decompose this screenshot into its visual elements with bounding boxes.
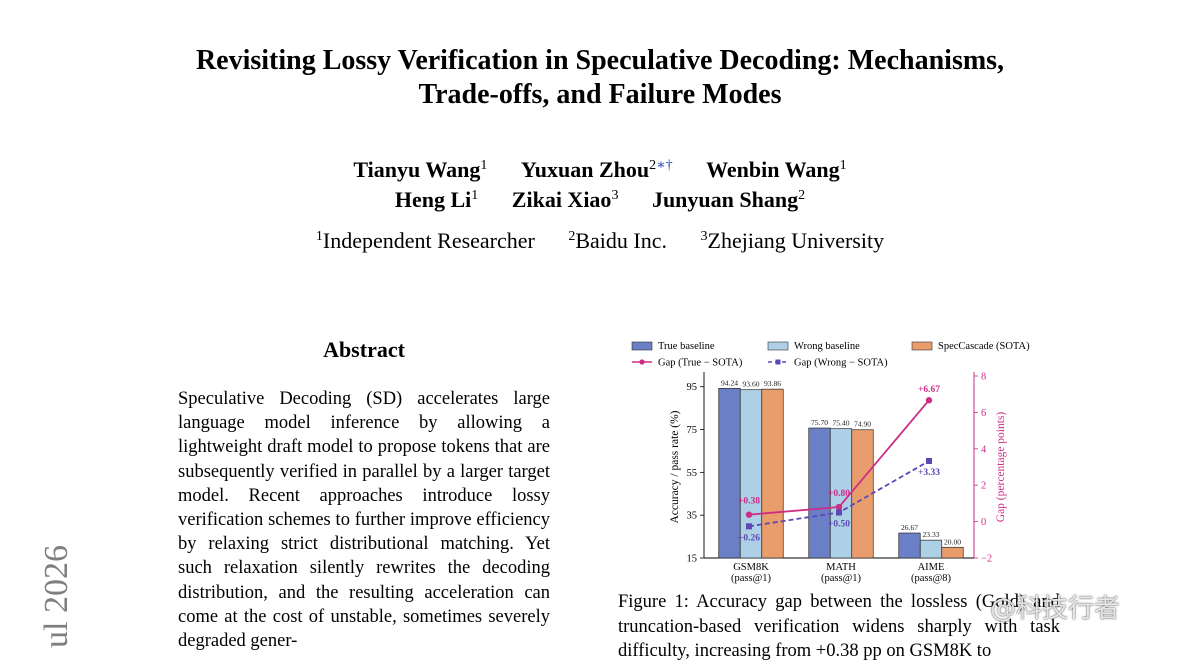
bar bbox=[898, 532, 921, 559]
watermark: @科技行者 bbox=[990, 594, 1121, 624]
legend-swatch bbox=[911, 341, 933, 351]
bar-value-label: 74.90 bbox=[854, 420, 871, 429]
abstract-heading: Abstract bbox=[323, 337, 405, 362]
bar bbox=[941, 546, 964, 559]
bar bbox=[851, 429, 874, 559]
abstract-text: Speculative Decoding (SD) accelerates la… bbox=[178, 389, 550, 652]
y-tick-label: 15 bbox=[687, 554, 698, 565]
paper-title: Revisiting Lossy Verification in Specula… bbox=[0, 44, 1200, 112]
title-line-2: Trade-offs, and Failure Modes bbox=[418, 79, 782, 110]
legend-label: Gap (True − SOTA) bbox=[658, 358, 743, 369]
author-row-1: Tianyu Wang1 Yuxuan Zhou2∗† Wenbin Wang1 bbox=[0, 155, 1200, 185]
bar bbox=[761, 388, 784, 559]
gap-value-label: +0.50 bbox=[828, 520, 850, 530]
gap-value-label: +6.67 bbox=[918, 385, 940, 395]
author-name: Tianyu Wang bbox=[353, 157, 481, 182]
author-footnote-mark[interactable]: ∗† bbox=[656, 158, 673, 173]
y2-tick-label: 2 bbox=[981, 481, 986, 492]
legend-marker bbox=[775, 359, 781, 365]
author-name: Heng Li bbox=[394, 187, 472, 212]
gap-value-label: −0.26 bbox=[738, 533, 760, 543]
y2-tick-label: 8 bbox=[981, 372, 986, 383]
author-affil-sup: 1 bbox=[839, 158, 847, 173]
bar-value-label: 75.70 bbox=[811, 418, 828, 427]
y-axis-title: Accuracy / pass rate (%) bbox=[669, 410, 681, 523]
legend-label: Gap (Wrong − SOTA) bbox=[794, 358, 888, 369]
y2-tick-label: −2 bbox=[981, 554, 992, 565]
y-tick-label: 75 bbox=[687, 425, 698, 436]
affiliation-sup: 3 bbox=[700, 229, 708, 244]
gap-point bbox=[836, 509, 842, 516]
y-tick-label: 35 bbox=[687, 511, 698, 522]
x-tick-sublabel: (pass@1) bbox=[731, 573, 771, 584]
affiliation: 2Baidu Inc. bbox=[568, 226, 667, 256]
author: Junyuan Shang2 bbox=[652, 185, 805, 215]
y2-tick-label: 6 bbox=[981, 408, 986, 419]
gap-point bbox=[746, 523, 752, 530]
legend-label: SpecCascade (SOTA) bbox=[938, 341, 1030, 352]
x-tick-label: AIME bbox=[918, 562, 945, 573]
y2-tick-label: 4 bbox=[981, 444, 987, 455]
bar-value-label: 75.40 bbox=[832, 419, 849, 428]
author-list: Tianyu Wang1 Yuxuan Zhou2∗† Wenbin Wang1… bbox=[0, 155, 1200, 215]
gap-point bbox=[925, 397, 933, 404]
affiliation-name: Baidu Inc. bbox=[575, 228, 668, 253]
legend-label: Wrong baseline bbox=[794, 341, 860, 352]
author: Wenbin Wang1 bbox=[706, 155, 847, 185]
y2-axis-title: Gap (percentage points) bbox=[995, 412, 1007, 523]
author-name: Zikai Xiao bbox=[511, 187, 612, 212]
title-line-1: Revisiting Lossy Verification in Specula… bbox=[195, 45, 1005, 76]
y-tick-label: 95 bbox=[687, 382, 698, 393]
author-affil-sup: 3 bbox=[611, 188, 619, 203]
affiliation: 3Zhejiang University bbox=[701, 226, 885, 256]
author-row-2: Heng Li1 Zikai Xiao3 Junyuan Shang2 bbox=[0, 185, 1200, 215]
gap-value-label: +0.38 bbox=[738, 497, 760, 507]
legend-marker bbox=[639, 359, 645, 365]
author-name: Wenbin Wang bbox=[706, 157, 840, 182]
x-tick-sublabel: (pass@1) bbox=[821, 573, 861, 584]
y2-tick-label: 0 bbox=[981, 517, 986, 528]
affiliation-name: Zhejiang University bbox=[707, 228, 885, 253]
affiliation-sup: 1 bbox=[315, 229, 323, 244]
bar-value-label: 20.00 bbox=[944, 537, 961, 546]
author: Tianyu Wang1 bbox=[353, 155, 487, 185]
x-tick-label: MATH bbox=[826, 562, 856, 573]
arxiv-side-stamp: ul 2026 bbox=[38, 545, 75, 648]
affiliation-list: 1Independent Researcher 2Baidu Inc. 3Zhe… bbox=[0, 226, 1200, 256]
author-name: Yuxuan Zhou bbox=[520, 157, 650, 182]
author-affil-sup: 2 bbox=[798, 188, 806, 203]
bar bbox=[919, 539, 943, 559]
gap-point bbox=[926, 457, 932, 464]
author-name: Junyuan Shang bbox=[651, 187, 799, 212]
bar-value-label: 26.67 bbox=[901, 523, 918, 532]
affiliation: 1Independent Researcher bbox=[316, 226, 535, 256]
x-tick-sublabel: (pass@8) bbox=[911, 573, 951, 584]
gap-value-label: +0.80 bbox=[828, 489, 850, 499]
gap-point bbox=[835, 503, 843, 511]
author-affil-sup: 2 bbox=[649, 158, 657, 173]
author-affil-sup: 1 bbox=[471, 188, 479, 203]
bar-value-label: 93.60 bbox=[742, 380, 759, 389]
author: Heng Li1 bbox=[395, 185, 478, 215]
figure-1-chart: True baseline Wrong baseline SpecCascade (… bbox=[618, 336, 1048, 588]
affiliation-sup: 2 bbox=[568, 229, 576, 244]
author: Zikai Xiao3 bbox=[512, 185, 619, 215]
x-tick-label: GSM8K bbox=[733, 562, 769, 573]
legend-swatch bbox=[767, 341, 789, 351]
gap-point bbox=[745, 511, 753, 518]
chart-svg: True baseline Wrong baseline SpecCascade (… bbox=[631, 341, 1030, 584]
author-affil-sup: 1 bbox=[480, 158, 488, 173]
legend-swatch bbox=[631, 341, 653, 351]
bar-value-label: 93.86 bbox=[764, 379, 781, 388]
author: Yuxuan Zhou2∗† bbox=[521, 155, 673, 185]
legend-label: True baseline bbox=[658, 341, 715, 352]
bar-value-label: 23.33 bbox=[922, 530, 939, 539]
gap-value-label: +3.33 bbox=[918, 468, 940, 478]
affiliation-name: Independent Researcher bbox=[322, 228, 535, 253]
y-tick-label: 55 bbox=[687, 468, 698, 479]
bar-value-label: 94.24 bbox=[721, 378, 738, 387]
